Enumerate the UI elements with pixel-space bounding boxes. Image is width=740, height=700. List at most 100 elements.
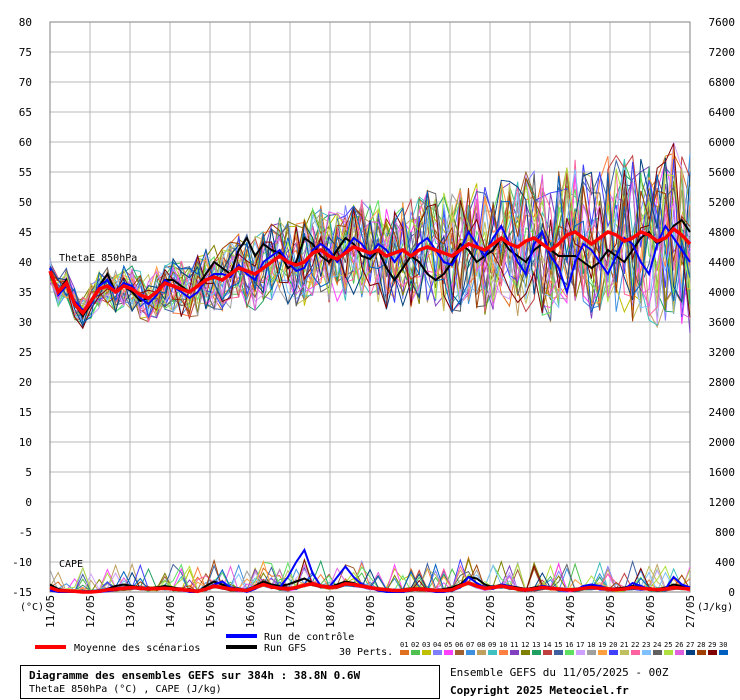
pert-id-label: 13 [532,641,540,649]
right-tick-label: 7200 [709,46,736,59]
left-tick-label: 65 [19,106,32,119]
pert-color-swatch [521,650,530,655]
date-label: 21/05 [444,595,457,628]
pert-id-label: 17 [576,641,584,649]
pert-id-label: 15 [554,641,562,649]
pert-color-swatch [565,650,574,655]
pert-id-label: 23 [642,641,650,649]
right-tick-label: 3200 [709,346,736,359]
pert-color-swatch [609,650,618,655]
pert-color-swatch [664,650,673,655]
left-tick-label: 25 [19,346,32,359]
pert-color-swatch [587,650,596,655]
left-tick-label: 50 [19,196,32,209]
pert-id-label: 04 [433,641,441,649]
legend-control-label: Run de contrôle [264,631,354,643]
right-tick-label: 0 [728,586,735,599]
pert-color-swatch [477,650,486,655]
date-labels: 11/05 12/05 13/05 14/05 15/05 16/05 17/05 18/05… [44,595,697,628]
pert-id-label: 06 [455,641,463,649]
legend-mean-label: Moyenne des scénarios [74,642,200,654]
pert-color-swatch [433,650,442,655]
right-tick-label: 6400 [709,106,736,119]
copyright: Copyright 2025 Meteociel.fr [450,684,629,697]
left-tick-label: -5 [19,526,32,539]
pert-id-label: 18 [587,641,595,649]
date-label: 12/05 [84,595,97,628]
pert-color-swatch [697,650,706,655]
date-label: 20/05 [404,595,417,628]
series-thetae-line [48,226,692,316]
pert-color-swatch [631,650,640,655]
date-label: 19/05 [364,595,377,628]
date-label: 18/05 [324,595,337,628]
pert-id-label: 30 [719,641,727,649]
pert-id-label: 21 [620,641,628,649]
pert-id-label: 25 [664,641,672,649]
date-label: 11/05 [44,595,57,628]
run-info: Ensemble GEFS du 11/05/2025 - 00Z [450,666,669,679]
left-tick-label: 10 [19,436,32,449]
right-tick-label: 1600 [709,466,736,479]
date-label: 17/05 [284,595,297,628]
pert-id-label: 16 [565,641,573,649]
date-label: 24/05 [564,595,577,628]
left-tick-label: 75 [19,46,32,59]
date-label: 27/05 [684,595,697,628]
pert-color-swatch [686,650,695,655]
pert-color-swatch [488,650,497,655]
right-tick-label: 1200 [709,496,736,509]
pert-id-label: 28 [697,641,705,649]
footer-title: Diagramme des ensembles GEFS sur 384h : … [29,669,361,682]
left-tick-label: 70 [19,76,32,89]
pert-id-label: 09 [488,641,496,649]
series-thetae-line [49,223,691,312]
pert-color-swatch [620,650,629,655]
legend-gfs-label: Run GFS [264,643,306,654]
perturbation-thetae-line [49,159,691,323]
left-tick-label: -10 [12,556,32,569]
pert-color-swatch [466,650,475,655]
right-tick-label: 2400 [709,406,736,419]
right-tick-label: 5600 [709,166,736,179]
pert-id-label: 08 [477,641,485,649]
date-label: 26/05 [644,595,657,628]
pert-id-label: 24 [653,641,661,649]
left-tick-label: 15 [19,406,32,419]
date-label: 16/05 [244,595,257,628]
date-label: 22/05 [484,595,497,628]
pert-id-label: 12 [521,641,529,649]
perturbations-label: 30 Perts. [339,647,393,658]
right-tick-label: 4000 [709,286,736,299]
perturbation-thetae-line [49,157,691,327]
left-tick-label: 35 [19,286,32,299]
cape-inner-label: CAPE [59,559,83,570]
pert-color-swatch [708,650,717,655]
pert-color-swatch [444,650,453,655]
right-tick-label: 6000 [709,136,736,149]
series-cape-line [49,581,691,594]
left-tick-label: 80 [19,16,32,29]
left-axis-unit: (°C) [20,602,44,613]
pert-color-swatch [532,650,541,655]
right-tick-label: 7600 [709,16,736,29]
left-tick-label: 45 [19,226,32,239]
date-label: 13/05 [124,595,137,628]
pert-color-swatch [510,650,519,655]
pert-id-label: 01 [400,641,408,649]
pert-id-label: 02 [411,641,419,649]
pert-id-label: 03 [422,641,430,649]
pert-id-label: 29 [708,641,716,649]
pert-id-label: 14 [543,641,551,649]
pert-color-swatch [411,650,420,655]
pert-id-label: 10 [499,641,507,649]
right-tick-label: 5200 [709,196,736,209]
perturbation-thetae-line [49,158,691,329]
date-label: 15/05 [204,595,217,628]
right-tick-label: 800 [715,526,735,539]
pert-color-swatch [719,650,728,655]
date-label: 25/05 [604,595,617,628]
right-tick-label: 4400 [709,256,736,269]
